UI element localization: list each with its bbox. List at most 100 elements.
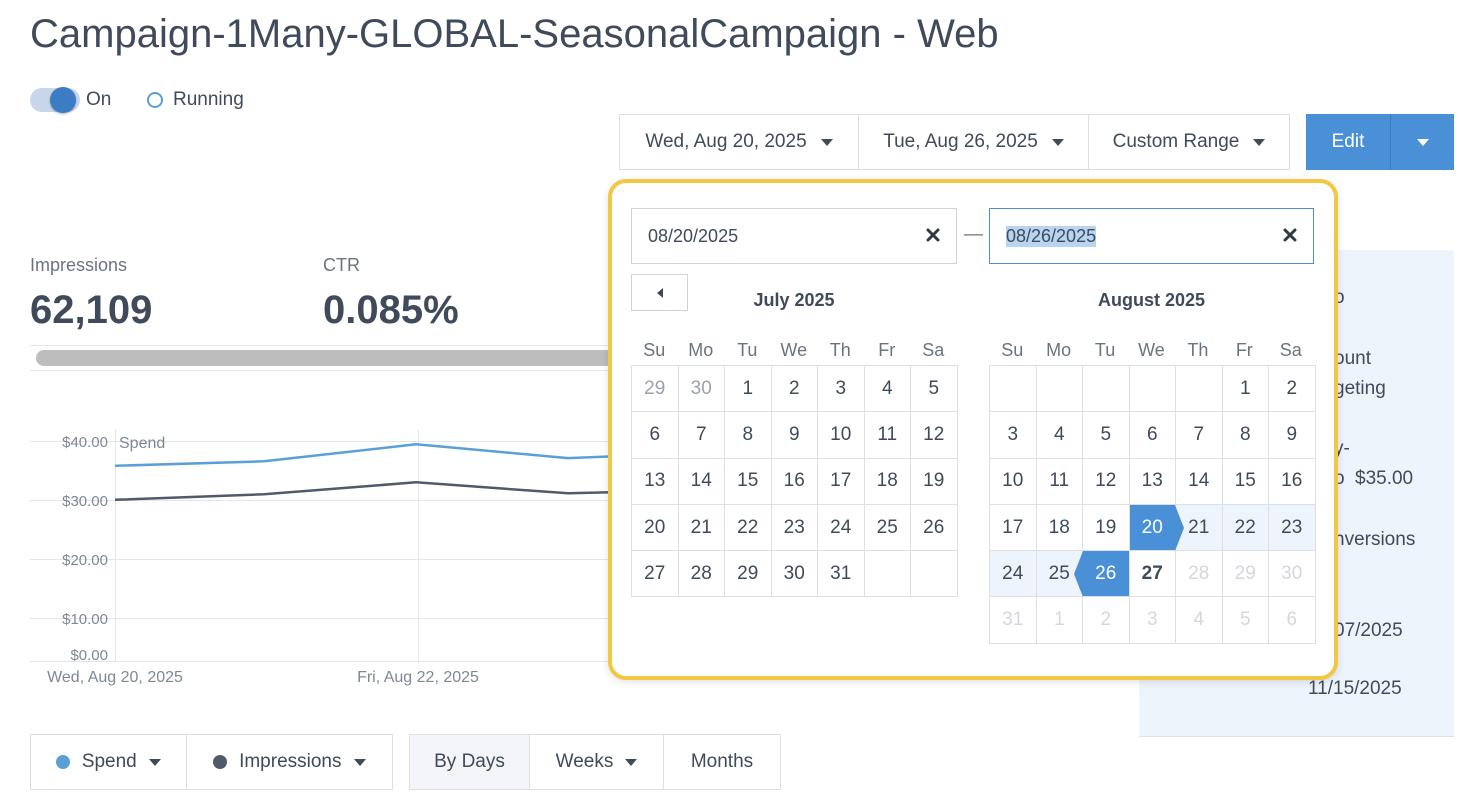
calendar-day[interactable]: 15: [724, 457, 772, 505]
calendar-day[interactable]: 3: [817, 364, 865, 413]
date-range-selector: Wed, Aug 20, 2025 Tue, Aug 26, 2025 Cust…: [619, 114, 1290, 170]
end-date-input[interactable]: 08/26/2025: [989, 208, 1314, 264]
end-date-dropdown[interactable]: Tue, Aug 26, 2025: [859, 115, 1089, 169]
calendar-day[interactable]: 13: [631, 457, 679, 505]
weeks-dropdown[interactable]: Weeks: [530, 735, 664, 789]
calendar-day: 2: [1082, 596, 1130, 644]
calendar-day[interactable]: 9: [1268, 411, 1316, 459]
calendar-day[interactable]: 1: [1221, 364, 1269, 413]
calendar-day[interactable]: 27: [631, 550, 679, 598]
by-days-button[interactable]: By Days: [410, 735, 530, 789]
calendar-day[interactable]: 29: [724, 550, 772, 598]
spend-metric-label: Spend: [81, 751, 137, 772]
calendar-day[interactable]: 18: [863, 457, 911, 505]
calendar-day[interactable]: 12: [1082, 457, 1130, 505]
calendar-day[interactable]: 30: [677, 364, 725, 413]
calendar-day[interactable]: 8: [724, 411, 772, 459]
calendar-day[interactable]: 14: [677, 457, 725, 505]
y-tick-label: $10.00: [62, 611, 108, 628]
spend-metric-dropdown[interactable]: Spend: [31, 735, 187, 789]
calendar-day[interactable]: 16: [770, 457, 818, 505]
calendar-day[interactable]: 24: [989, 550, 1037, 598]
range-preset-dropdown[interactable]: Custom Range: [1089, 115, 1289, 169]
chart-scrollbar-thumb[interactable]: [36, 350, 626, 366]
calendar-day[interactable]: 14: [1175, 457, 1223, 505]
calendar-day[interactable]: 1: [724, 364, 772, 413]
on-off-toggle[interactable]: [30, 87, 80, 113]
calendar-day[interactable]: 2: [770, 364, 818, 413]
start-date-input[interactable]: 08/20/2025: [631, 208, 957, 264]
calendar-day[interactable]: 19: [910, 457, 958, 505]
calendar-day[interactable]: 6: [631, 411, 679, 459]
calendar-day[interactable]: 18: [1035, 503, 1083, 552]
calendar-day[interactable]: 25: [863, 503, 911, 552]
calendar-day[interactable]: 3: [989, 411, 1037, 459]
calendar-day[interactable]: 28: [677, 550, 725, 598]
months-button[interactable]: Months: [690, 751, 754, 772]
weekday-label: Th: [1187, 340, 1209, 360]
calendar-day[interactable]: 23: [1268, 503, 1316, 552]
calendar-day[interactable]: 19: [1082, 503, 1130, 552]
calendar-day: 1: [1035, 596, 1083, 644]
calendar-day[interactable]: 24: [817, 503, 865, 552]
weekday-label: Th: [829, 340, 851, 360]
calendar-day[interactable]: 11: [1035, 457, 1083, 505]
calendar-day[interactable]: 13: [1128, 457, 1176, 505]
calendar-day[interactable]: 6: [1128, 411, 1176, 459]
calendar-day: 29: [1221, 550, 1269, 598]
calendar-day[interactable]: 2: [1268, 364, 1316, 413]
calendar-day[interactable]: 17: [817, 457, 865, 505]
calendar-day[interactable]: 26: [910, 503, 958, 552]
calendar-day[interactable]: 22: [724, 503, 772, 552]
calendar-day[interactable]: 27: [1128, 550, 1176, 598]
panel-date: 11/15/2025: [1308, 678, 1402, 699]
calendar-day[interactable]: 10: [817, 411, 865, 459]
chart-scrollbar[interactable]: [30, 345, 630, 371]
calendar-day[interactable]: 26: [1074, 550, 1130, 598]
edit-dropdown-button[interactable]: [1391, 114, 1454, 170]
calendar-day[interactable]: 7: [677, 411, 725, 459]
panel-date: 07/2025: [1334, 620, 1403, 641]
calendar-day[interactable]: 8: [1221, 411, 1269, 459]
calendar-day[interactable]: 20: [1128, 503, 1184, 552]
calendar-day[interactable]: 4: [863, 364, 911, 413]
calendar-day[interactable]: 21: [677, 503, 725, 552]
calendar-day[interactable]: 23: [770, 503, 818, 552]
calendar-day[interactable]: 22: [1221, 503, 1269, 552]
y-tick-label: $20.00: [62, 552, 108, 569]
calendar-day[interactable]: 5: [1082, 411, 1130, 459]
calendar-day[interactable]: 9: [770, 411, 818, 459]
range-start-marker: [1175, 504, 1184, 551]
calendar-day[interactable]: 17: [989, 503, 1037, 552]
calendar-day[interactable]: 10: [989, 457, 1037, 505]
calendar-day[interactable]: 4: [1035, 411, 1083, 459]
calendar-day: 30: [1268, 550, 1316, 598]
calendar-day[interactable]: 5: [910, 364, 958, 413]
campaign-title: Campaign-1Many-GLOBAL-SeasonalCampaign -…: [30, 12, 999, 56]
chevron-left-icon: [656, 287, 663, 298]
prev-month-button[interactable]: [631, 274, 688, 311]
calendar-day[interactable]: 31: [817, 550, 865, 598]
panel-value: $35.00: [1355, 468, 1414, 489]
impressions-metric-label: Impressions: [239, 751, 342, 772]
calendar-day[interactable]: 20: [631, 503, 679, 552]
calendar-day[interactable]: 7: [1175, 411, 1223, 459]
series-line-spend: [114, 443, 613, 468]
calendar-day[interactable]: 12: [910, 411, 958, 459]
start-date-dropdown[interactable]: Wed, Aug 20, 2025: [620, 115, 859, 169]
calendar-day[interactable]: 30: [770, 550, 818, 598]
calendar-day: 6: [1268, 596, 1316, 644]
calendar-day[interactable]: 11: [863, 411, 911, 459]
chevron-down-icon: [625, 758, 638, 766]
calendar-day[interactable]: 29: [631, 364, 679, 413]
clear-start-icon[interactable]: [924, 226, 942, 244]
edit-button[interactable]: Edit: [1306, 114, 1391, 170]
impressions-metric-dropdown[interactable]: Impressions: [187, 735, 392, 789]
start-date-input-value: 08/20/2025: [648, 225, 739, 246]
chevron-down-icon: [148, 758, 161, 766]
clear-end-icon[interactable]: [1281, 226, 1299, 244]
calendar-empty-cell: [1175, 364, 1223, 413]
calendar-day[interactable]: 16: [1268, 457, 1316, 505]
weekday-label: Su: [1001, 340, 1024, 360]
calendar-day[interactable]: 15: [1221, 457, 1269, 505]
